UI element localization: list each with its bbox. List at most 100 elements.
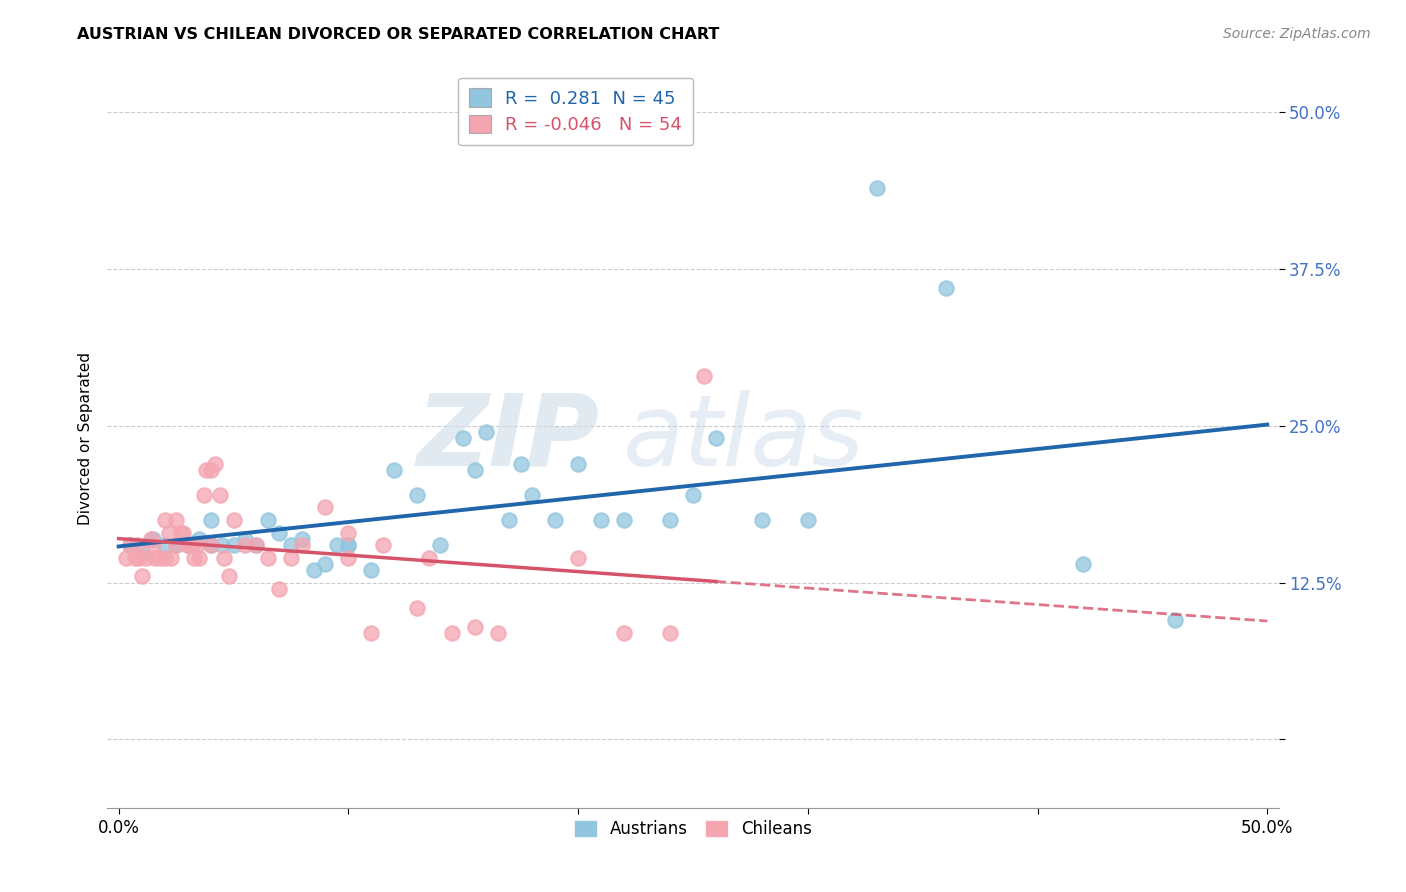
Point (1164, 613, 1187, 627)
Point (464, 619, 486, 633)
Point (176, 538, 198, 552)
Point (153, 513, 176, 527)
Y-axis label: Divorced or Separated: Divorced or Separated (79, 352, 93, 525)
Point (218, 569, 240, 583)
Point (337, 525, 360, 540)
Point (291, 538, 314, 552)
Point (280, 550, 302, 565)
Point (125, 538, 148, 552)
Point (131, 569, 153, 583)
Point (186, 538, 208, 552)
Point (183, 550, 205, 565)
Point (128, 550, 150, 565)
Point (204, 457, 226, 471)
Point (509, 457, 531, 471)
Point (165, 538, 187, 552)
Point (200, 538, 222, 552)
Point (139, 532, 162, 546)
Point (1073, 557, 1095, 571)
Point (114, 550, 136, 565)
Point (337, 550, 360, 565)
Point (475, 425, 498, 440)
Point (751, 513, 773, 527)
Point (131, 544, 153, 558)
Point (169, 525, 191, 540)
Point (176, 538, 198, 552)
Text: atlas: atlas (623, 390, 865, 487)
Point (418, 550, 440, 565)
Point (704, 432, 727, 446)
Point (165, 538, 187, 552)
Point (145, 550, 167, 565)
Point (222, 513, 245, 527)
Point (659, 513, 682, 527)
Point (337, 538, 360, 552)
Point (382, 463, 405, 477)
Point (451, 432, 474, 446)
Point (153, 550, 176, 565)
Point (337, 538, 360, 552)
Point (797, 513, 820, 527)
Point (214, 550, 236, 565)
Point (160, 550, 183, 565)
Point (257, 550, 280, 565)
Point (124, 550, 146, 565)
Point (314, 557, 336, 571)
Point (866, 180, 889, 194)
Point (257, 513, 280, 527)
Point (567, 550, 589, 565)
Point (135, 550, 157, 565)
Point (935, 281, 957, 295)
Point (142, 532, 165, 546)
Point (245, 538, 267, 552)
Point (567, 457, 589, 471)
Point (302, 563, 325, 577)
Point (172, 525, 194, 540)
Text: ZIP: ZIP (416, 390, 599, 487)
Point (682, 488, 704, 502)
Text: AUSTRIAN VS CHILEAN DIVORCED OR SEPARATED CORRELATION CHART: AUSTRIAN VS CHILEAN DIVORCED OR SEPARATE… (77, 27, 720, 42)
Point (188, 532, 211, 546)
Point (200, 513, 222, 527)
Point (233, 532, 256, 546)
Point (176, 538, 198, 552)
Point (142, 538, 165, 552)
Point (200, 538, 222, 552)
Point (291, 532, 314, 546)
Point (188, 550, 211, 565)
Point (326, 538, 349, 552)
Point (280, 538, 302, 552)
Point (659, 625, 682, 640)
Point (194, 463, 217, 477)
Point (440, 625, 463, 640)
Point (406, 488, 429, 502)
Point (360, 625, 382, 640)
Point (544, 513, 567, 527)
Text: Source: ZipAtlas.com: Source: ZipAtlas.com (1223, 27, 1371, 41)
Point (486, 625, 509, 640)
Point (222, 538, 245, 552)
Point (269, 525, 291, 540)
Point (498, 513, 520, 527)
Point (406, 600, 429, 615)
Point (613, 625, 636, 640)
Point (233, 538, 256, 552)
Point (120, 538, 142, 552)
Point (193, 488, 215, 502)
Point (693, 368, 716, 383)
Point (157, 525, 180, 540)
Point (208, 488, 231, 502)
Point (269, 582, 291, 596)
Point (429, 538, 451, 552)
Point (200, 463, 222, 477)
Point (464, 463, 486, 477)
Point (149, 550, 172, 565)
Point (360, 563, 382, 577)
Point (153, 538, 176, 552)
Point (245, 538, 267, 552)
Point (371, 538, 394, 552)
Legend: Austrians, Chileans: Austrians, Chileans (567, 813, 820, 845)
Point (520, 488, 543, 502)
Point (120, 538, 142, 552)
Point (589, 513, 612, 527)
